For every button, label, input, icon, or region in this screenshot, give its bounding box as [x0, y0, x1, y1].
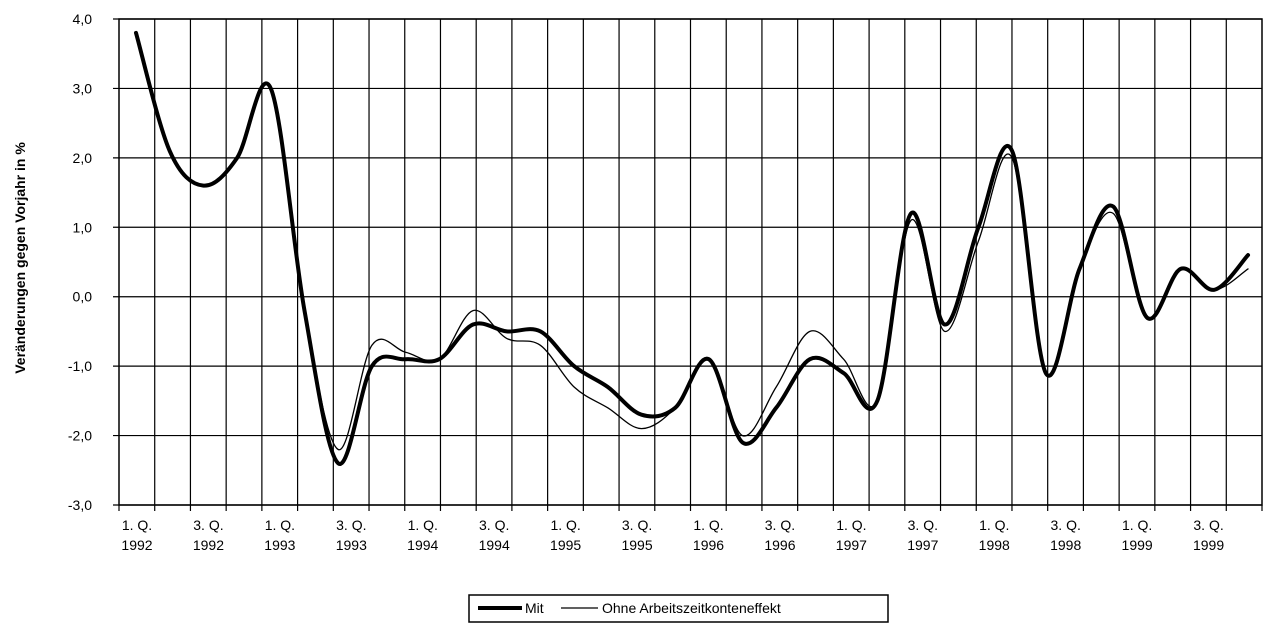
legend-label-ohne: Ohne Arbeitszeitkonteneffekt	[602, 600, 781, 616]
x-tick-label-year: 1994	[479, 537, 510, 553]
x-tick-label-quarter: 3. Q.	[336, 517, 366, 533]
x-tick-label-quarter: 1. Q.	[1122, 517, 1152, 533]
x-axis-tick-labels: 1. Q. 1992 3. Q. 1992 1. Q. 1993 3. Q. 1993 1. Q…	[121, 517, 1224, 553]
x-tick-label-year: 1997	[907, 537, 938, 553]
x-tick-label-year: 1996	[764, 537, 795, 553]
y-tick-label: 0,0	[73, 289, 93, 305]
y-tick-label: 1,0	[73, 219, 93, 235]
x-tick-label-year: 1996	[693, 537, 724, 553]
x-tick-label-year: 1993	[336, 537, 367, 553]
x-tick-label-year: 1997	[836, 537, 867, 553]
x-tick-label-year: 1995	[550, 537, 581, 553]
x-tick-label-year: 1995	[621, 537, 652, 553]
x-tick-label-quarter: 3. Q.	[1051, 517, 1081, 533]
y-axis-label: Veränderungen gegen Vorjahr in %	[12, 142, 28, 374]
x-tick-label-quarter: 1. Q.	[693, 517, 723, 533]
y-tick-label: 2,0	[73, 150, 93, 166]
x-tick-label-quarter: 3. Q.	[765, 517, 795, 533]
x-tick-label-quarter: 1. Q.	[408, 517, 438, 533]
series-line-ohne-arbeitszeitkonteneffekt	[135, 32, 1249, 451]
series-lines	[134, 30, 1250, 466]
x-tick-label-year: 1992	[193, 537, 224, 553]
y-tick-label: -2,0	[68, 428, 92, 444]
y-tick-label: 3,0	[73, 80, 93, 96]
x-tick-label-year: 1998	[979, 537, 1010, 553]
y-tick-label: -1,0	[68, 358, 92, 374]
x-tick-label-year: 1999	[1193, 537, 1224, 553]
x-tick-label-quarter: 1. Q.	[265, 517, 295, 533]
x-tick-label-quarter: 1. Q.	[836, 517, 866, 533]
legend-label-mit: Mit	[525, 600, 544, 616]
y-tick-label: 4,0	[73, 11, 93, 27]
x-tick-label-quarter: 1. Q.	[550, 517, 580, 533]
x-tick-label-year: 1993	[264, 537, 295, 553]
horizontal-gridlines	[113, 18, 1262, 506]
x-tick-label-year: 1994	[407, 537, 438, 553]
x-tick-label-quarter: 3. Q.	[1193, 517, 1223, 533]
x-tick-label-quarter: 3. Q.	[479, 517, 509, 533]
legend: Mit Ohne Arbeitszeitkonteneffekt	[468, 594, 889, 623]
y-tick-label: -3,0	[68, 497, 92, 513]
legend-box	[468, 594, 889, 623]
x-tick-label-quarter: 3. Q.	[622, 517, 652, 533]
x-tick-label-quarter: 3. Q.	[908, 517, 938, 533]
x-tick-label-quarter: 1. Q.	[122, 517, 152, 533]
x-tick-label-year: 1998	[1050, 537, 1081, 553]
vertical-gridlines	[118, 19, 1263, 511]
series-line-mit	[134, 30, 1250, 466]
y-axis-tick-labels: 4,0 3,0 2,0 1,0 0,0 -1,0 -2,0 -3,0	[68, 11, 92, 513]
x-tick-label-year: 1999	[1122, 537, 1153, 553]
x-tick-label-quarter: 1. Q.	[979, 517, 1009, 533]
x-tick-label-quarter: 3. Q.	[193, 517, 223, 533]
x-tick-label-year: 1992	[121, 537, 152, 553]
